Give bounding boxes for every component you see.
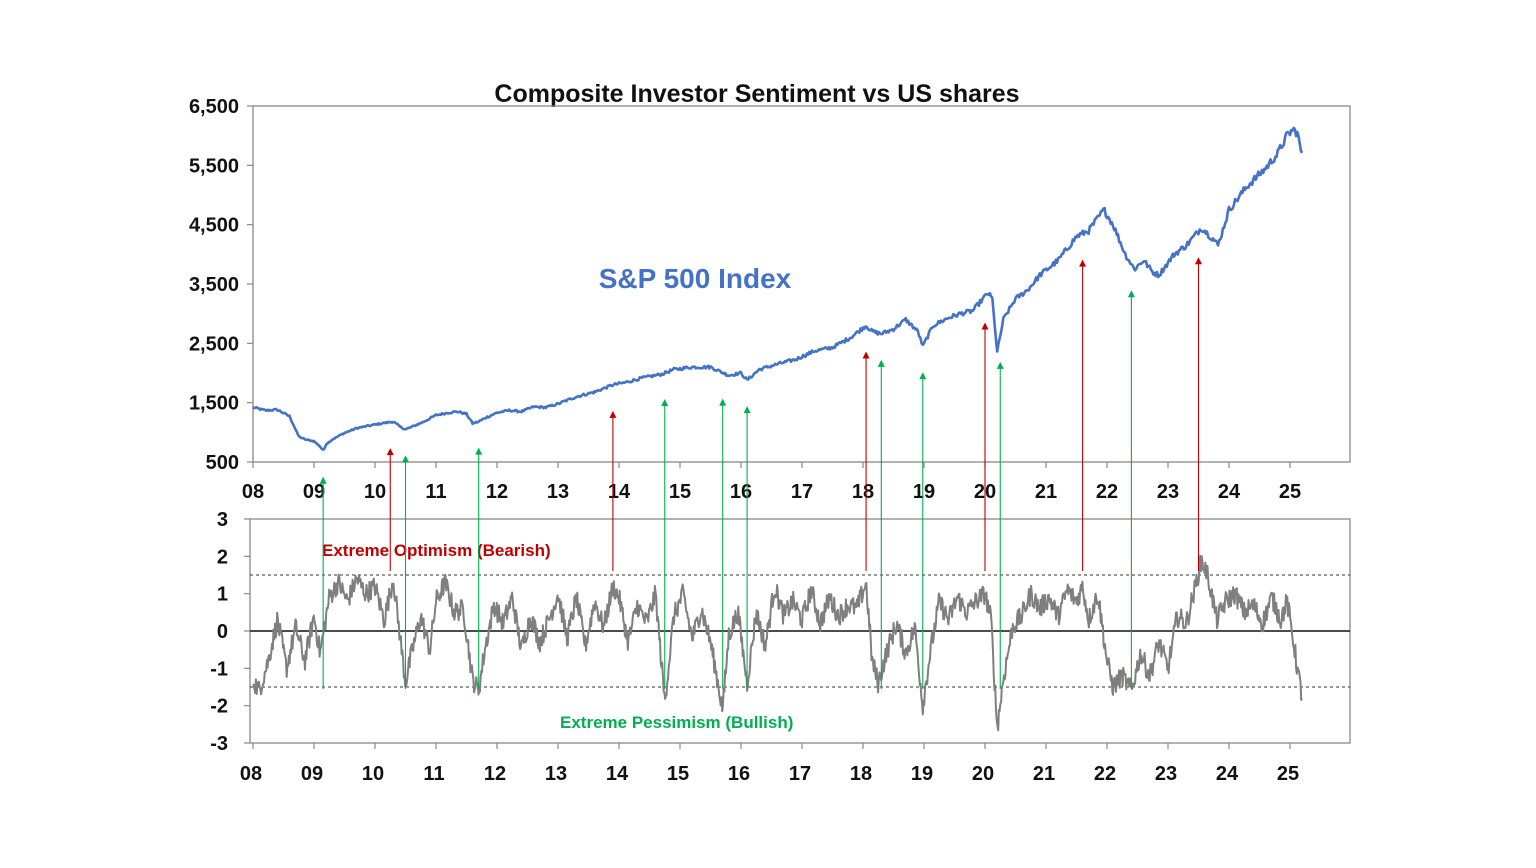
sp500-series-label: S&P 500 Index <box>599 263 792 294</box>
top-x-tick-label: 24 <box>1218 481 1241 503</box>
bottom-x-tick-label: 22 <box>1094 763 1116 785</box>
top-x-tick-label: 18 <box>852 481 874 503</box>
bullish-signal-arrowhead <box>919 372 927 380</box>
top-x-tick-label: 22 <box>1096 481 1118 503</box>
bottom-x-tick-label: 17 <box>789 763 811 785</box>
bottom-x-tick-label: 25 <box>1277 763 1299 785</box>
top-x-tick-label: 15 <box>669 481 691 503</box>
extreme-pessimism-label: Extreme Pessimism (Bullish) <box>560 713 793 732</box>
top-y-axis: 6,500 5,500 4,500 3,500 2,500 1,500 500 <box>189 96 253 474</box>
top-plot-frame <box>252 105 1351 463</box>
top-x-tick-label: 10 <box>364 481 386 503</box>
bearish-signal-arrowhead <box>862 351 870 359</box>
bottom-x-tick-label: 13 <box>545 763 567 785</box>
top-y-tick-label: 1,500 <box>189 393 239 415</box>
top-x-tick-label: 09 <box>303 481 325 503</box>
bottom-x-tick-label: 09 <box>301 763 323 785</box>
top-panel: 6,500 5,500 4,500 3,500 2,500 1,500 500 08 09 10… <box>189 96 1351 503</box>
bottom-x-tick-label: 21 <box>1033 763 1055 785</box>
bottom-y-tick-label: 2 <box>217 546 228 568</box>
top-y-tick-label: 4,500 <box>189 215 239 237</box>
top-x-tick-label: 11 <box>425 481 446 503</box>
bearish-signal-arrowhead <box>981 322 989 330</box>
bottom-x-tick-label: 18 <box>850 763 872 785</box>
bottom-x-tick-label: 15 <box>667 763 689 785</box>
extreme-optimism-label: Extreme Optimism (Bearish) <box>322 541 551 560</box>
threshold-lines <box>250 574 1350 688</box>
sentiment-signal-markers <box>319 257 1202 689</box>
bottom-y-tick-label: 3 <box>217 509 228 531</box>
top-x-tick-label: 16 <box>730 481 752 503</box>
top-x-tick-label: 17 <box>791 481 813 503</box>
top-y-tick-label: 3,500 <box>189 274 239 296</box>
bullish-signal-arrowhead <box>319 476 327 484</box>
top-x-tick-label: 08 <box>242 481 264 503</box>
bearish-signal-arrowhead <box>609 410 617 418</box>
bullish-signal-arrowhead <box>719 398 727 406</box>
bearish-signal-arrowhead <box>1079 259 1087 267</box>
top-y-tick-label: 500 <box>206 452 239 474</box>
sentiment-series <box>252 554 1303 732</box>
bottom-x-tick-label: 20 <box>972 763 994 785</box>
bullish-signal-arrowhead <box>475 447 483 455</box>
top-y-tick-label: 6,500 <box>189 96 239 118</box>
bottom-x-tick-label: 10 <box>362 763 384 785</box>
bullish-signal-arrowhead <box>877 359 885 367</box>
bottom-y-tick-label: -2 <box>210 696 228 718</box>
bottom-x-tick-label: 24 <box>1216 763 1239 785</box>
bottom-y-tick-label: -1 <box>210 658 228 680</box>
bottom-x-tick-label: 11 <box>423 763 444 785</box>
top-x-tick-label: 14 <box>608 481 631 503</box>
sp500-series <box>252 126 1304 451</box>
top-x-tick-label: 23 <box>1157 481 1179 503</box>
bottom-y-tick-label: 0 <box>217 621 228 643</box>
bearish-signal-arrowhead <box>386 448 394 456</box>
top-y-tick-label: 5,500 <box>189 155 239 177</box>
bullish-signal-arrowhead <box>402 455 409 463</box>
bottom-y-axis: 3 2 1 0 -1 -2 -3 <box>210 509 250 755</box>
top-x-tick-label: 21 <box>1035 481 1057 503</box>
bottom-x-tick-label: 08 <box>240 763 262 785</box>
top-x-axis: 08 09 10 11 12 13 14 15 16 17 18 19 20 21 22 23 24 25 <box>242 462 1301 503</box>
bottom-x-tick-label: 23 <box>1155 763 1177 785</box>
bullish-signal-arrowhead <box>996 361 1004 369</box>
top-x-tick-label: 13 <box>547 481 569 503</box>
top-x-tick-label: 12 <box>486 481 508 503</box>
chart-title: Composite Investor Sentiment vs US share… <box>494 80 1019 108</box>
top-y-tick-label: 2,500 <box>189 333 239 355</box>
bottom-x-tick-label: 19 <box>911 763 933 785</box>
bullish-signal-arrowhead <box>661 399 669 406</box>
bottom-x-tick-label: 12 <box>484 763 506 785</box>
top-x-tick-label: 19 <box>913 481 935 503</box>
bottom-x-tick-label: 14 <box>606 763 629 785</box>
bearish-signal-arrowhead <box>1195 257 1202 265</box>
sentiment-line <box>252 554 1303 732</box>
sp500-line <box>252 126 1304 451</box>
bottom-y-tick-label: 1 <box>217 584 228 606</box>
bullish-signal-arrowhead <box>1127 290 1135 298</box>
bottom-x-tick-label: 16 <box>728 763 750 785</box>
bottom-y-tick-label: -3 <box>210 733 228 755</box>
bottom-x-axis: 08 09 10 11 12 13 14 15 16 17 18 19 20 21 22 23 24 25 <box>240 743 1299 785</box>
top-x-tick-label: 25 <box>1279 481 1301 503</box>
bullish-signal-arrowhead <box>743 406 751 414</box>
